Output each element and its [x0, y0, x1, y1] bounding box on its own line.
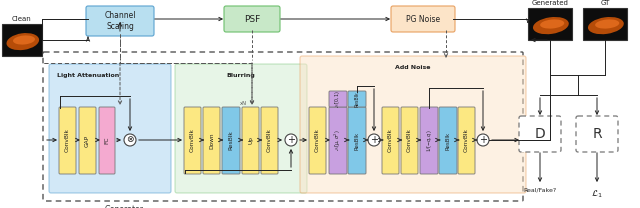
- FancyBboxPatch shape: [43, 52, 523, 201]
- Text: GAP: GAP: [85, 134, 90, 147]
- Text: ResBlk: ResBlk: [355, 131, 360, 150]
- Text: Light Attenuation: Light Attenuation: [57, 73, 119, 78]
- FancyBboxPatch shape: [184, 107, 201, 174]
- Text: ConvBlk: ConvBlk: [190, 129, 195, 152]
- FancyBboxPatch shape: [519, 116, 561, 152]
- Text: Down: Down: [209, 132, 214, 149]
- Text: ConvBlk: ConvBlk: [267, 129, 272, 152]
- FancyBboxPatch shape: [576, 116, 618, 152]
- Text: ResBlk: ResBlk: [355, 91, 360, 107]
- FancyBboxPatch shape: [99, 107, 115, 174]
- Text: FC: FC: [104, 137, 109, 144]
- Text: ConvBlk: ConvBlk: [65, 129, 70, 152]
- Text: ConvBlk: ConvBlk: [407, 129, 412, 152]
- Text: Up: Up: [248, 136, 253, 145]
- Text: PG Noise: PG Noise: [406, 15, 440, 24]
- Text: ConvBlk: ConvBlk: [388, 129, 393, 152]
- Bar: [528, 8, 572, 40]
- FancyBboxPatch shape: [329, 107, 347, 174]
- Text: ResBlk: ResBlk: [445, 131, 451, 150]
- Bar: [2, 24, 42, 56]
- Text: Channel
Scaling: Channel Scaling: [104, 11, 136, 31]
- FancyBboxPatch shape: [86, 6, 154, 36]
- Ellipse shape: [588, 17, 624, 34]
- FancyBboxPatch shape: [439, 107, 457, 174]
- FancyBboxPatch shape: [300, 56, 526, 193]
- Bar: [583, 8, 627, 40]
- Text: xN: xN: [240, 101, 247, 106]
- FancyBboxPatch shape: [329, 91, 347, 107]
- Text: Blurring: Blurring: [227, 73, 255, 78]
- FancyBboxPatch shape: [79, 107, 96, 174]
- Circle shape: [368, 134, 380, 146]
- FancyBboxPatch shape: [242, 107, 259, 174]
- Ellipse shape: [533, 17, 569, 34]
- FancyBboxPatch shape: [382, 107, 399, 174]
- Text: Add Noise: Add Noise: [396, 65, 431, 70]
- Ellipse shape: [13, 35, 35, 45]
- Text: Clean: Clean: [12, 16, 32, 22]
- Text: $\mathcal{N}(\mu,\sigma^2)$: $\mathcal{N}(\mu,\sigma^2)$: [333, 130, 343, 151]
- FancyBboxPatch shape: [49, 64, 171, 193]
- Text: D: D: [534, 127, 545, 141]
- FancyBboxPatch shape: [348, 91, 366, 107]
- Ellipse shape: [595, 19, 620, 28]
- Circle shape: [285, 134, 297, 146]
- FancyBboxPatch shape: [348, 107, 366, 174]
- FancyBboxPatch shape: [458, 107, 475, 174]
- Text: Generator: Generator: [104, 205, 143, 208]
- Text: ⊗: ⊗: [126, 135, 134, 145]
- Ellipse shape: [540, 19, 564, 28]
- FancyBboxPatch shape: [420, 107, 438, 174]
- FancyBboxPatch shape: [309, 107, 326, 174]
- FancyBboxPatch shape: [175, 64, 307, 193]
- Text: +: +: [370, 135, 378, 145]
- Text: ConvBlk: ConvBlk: [464, 129, 469, 152]
- Text: $\mathcal{N}(0,1)$: $\mathcal{N}(0,1)$: [333, 90, 342, 108]
- Text: ConvBlk: ConvBlk: [315, 129, 320, 152]
- FancyBboxPatch shape: [203, 107, 220, 174]
- FancyBboxPatch shape: [222, 107, 240, 174]
- Text: PSF: PSF: [244, 15, 260, 24]
- Text: +: +: [287, 135, 295, 145]
- FancyBboxPatch shape: [224, 6, 280, 32]
- Text: +: +: [479, 135, 487, 145]
- Text: $\mathcal{U}(-q,q)$: $\mathcal{U}(-q,q)$: [424, 129, 433, 152]
- Ellipse shape: [6, 33, 39, 50]
- FancyBboxPatch shape: [261, 107, 278, 174]
- FancyBboxPatch shape: [401, 107, 418, 174]
- Text: Generated: Generated: [532, 0, 568, 6]
- FancyBboxPatch shape: [391, 6, 455, 32]
- Text: Real/Fake?: Real/Fake?: [524, 188, 557, 193]
- Text: ResBlk: ResBlk: [228, 131, 234, 150]
- Text: $\mathcal{L}_1$: $\mathcal{L}_1$: [591, 188, 603, 199]
- Text: GT: GT: [600, 0, 610, 6]
- Text: R: R: [592, 127, 602, 141]
- FancyBboxPatch shape: [59, 107, 76, 174]
- Circle shape: [477, 134, 489, 146]
- Circle shape: [124, 134, 136, 146]
